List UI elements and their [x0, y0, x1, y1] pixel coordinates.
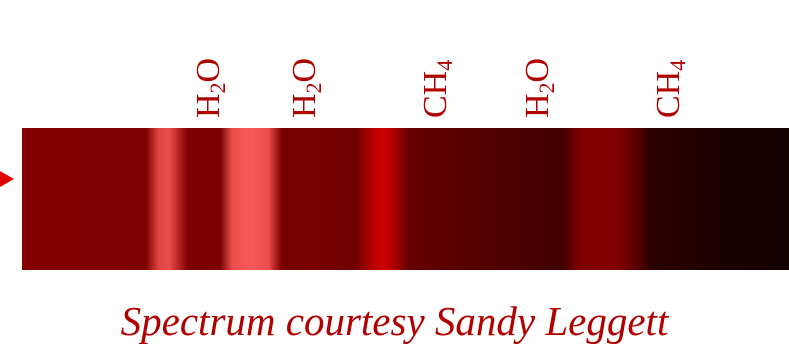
band-ch4-2: [562, 128, 650, 270]
spectrum-strip: [22, 128, 789, 270]
label-ch4-2: CH4: [650, 59, 690, 118]
band-h2o-2: [220, 128, 282, 270]
absorption-labels: H2O H2O CH4 H2O CH4: [0, 0, 789, 125]
caption: Spectrum courtesy Sandy Leggett: [120, 298, 669, 344]
label-h2o-1: H2O: [190, 57, 230, 118]
band-ch4-1: [356, 128, 408, 270]
label-h2o-3: H2O: [519, 57, 559, 118]
pointer-arrow-icon: [0, 171, 14, 187]
label-h2o-2: H2O: [286, 57, 326, 118]
label-ch4-1: CH4: [417, 59, 457, 118]
band-h2o-1: [146, 128, 188, 270]
